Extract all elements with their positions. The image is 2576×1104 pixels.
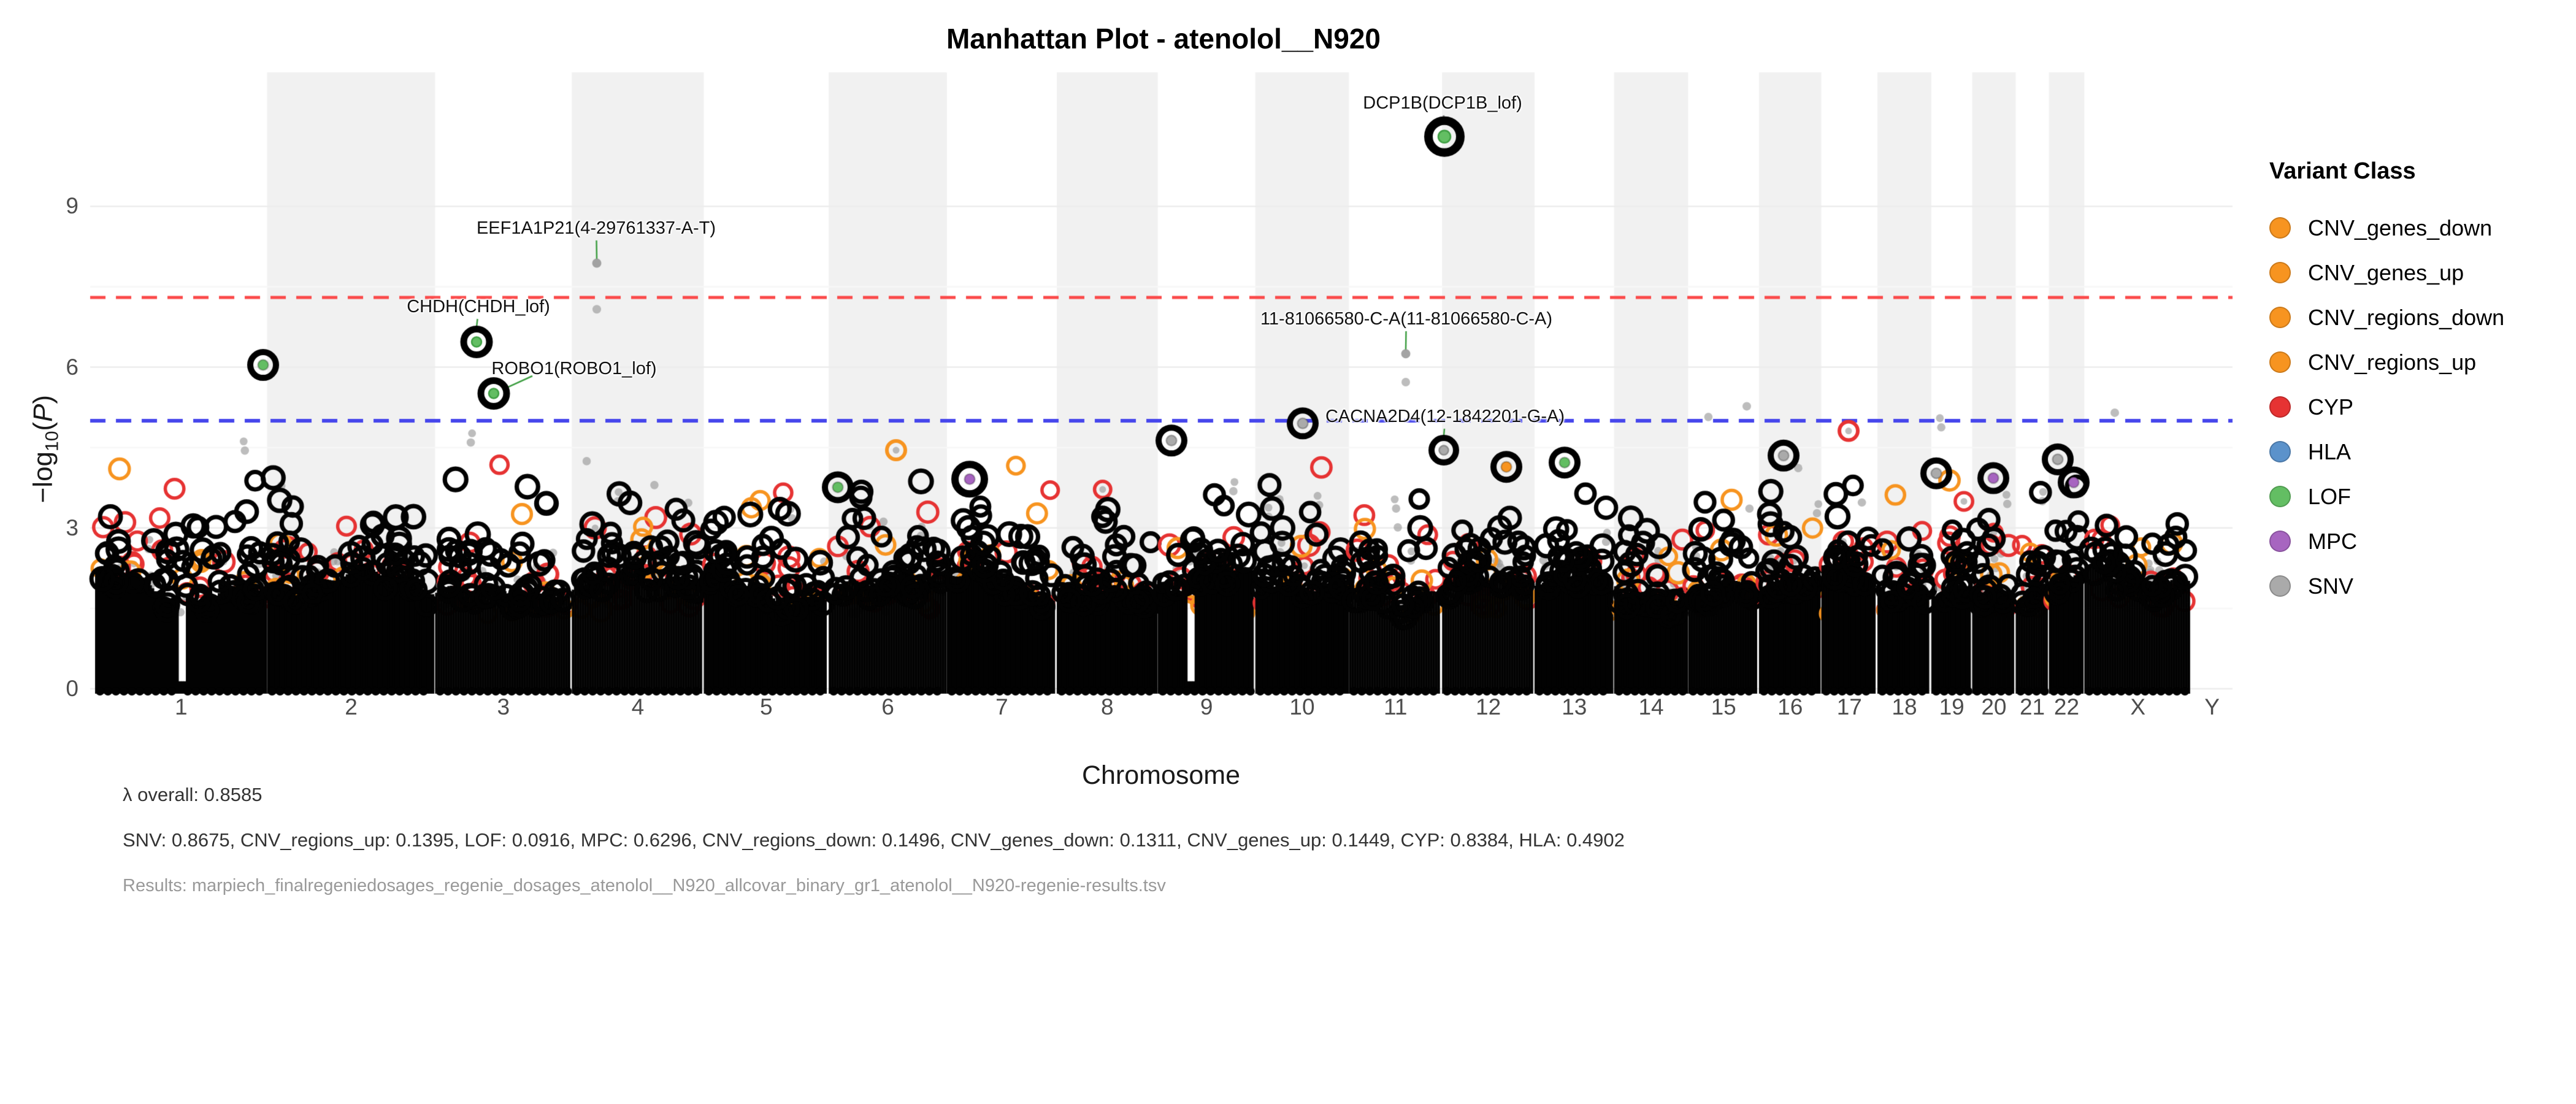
legend-item-CYP: CYP	[2269, 385, 2504, 429]
y-tick-label-6: 6	[66, 354, 79, 380]
legend-title: Variant Class	[2269, 158, 2416, 184]
annotation-label-CHDH(CHDH_lof): CHDH(CHDH_lof)	[407, 297, 550, 316]
y-tick-label-9: 9	[66, 193, 79, 219]
y-tick-label-3: 3	[66, 515, 79, 540]
x-axis-title: Chromosome	[1081, 761, 1241, 790]
legend-item-CNV_regions_down: CNV_regions_down	[2269, 295, 2504, 340]
legend-items: CNV_genes_down CNV_genes_up CNV_regions_do…	[2269, 205, 2504, 608]
legend-item-CNV_genes_down: CNV_genes_down	[2269, 205, 2504, 250]
legend-item-HLA: HLA	[2269, 429, 2504, 474]
x-tick-label-chrY: Y	[2204, 694, 2220, 719]
legend-item-MPC: MPC	[2269, 519, 2504, 564]
legend-swatch-icon-LOF	[2269, 486, 2291, 507]
x-tick-label-chr15: 15	[1711, 694, 1736, 719]
lambda-by-class-text: SNV: 0.8675, CNV_regions_up: 0.1395, LOF…	[123, 829, 1625, 851]
legend: Variant Class CNV_genes_down CNV_genes_up…	[2269, 158, 2504, 608]
annotation-label-CACNA2D4(12-1842201-G-A): CACNA2D4(12-1842201-G-A)	[1325, 407, 1565, 426]
annotation-label-ROBO1(ROBO1_lof): ROBO1(ROBO1_lof)	[491, 359, 657, 378]
x-tick-label-chr7: 7	[995, 694, 1008, 719]
legend-label: SNV	[2308, 573, 2354, 599]
legend-label: CNV_regions_up	[2308, 349, 2477, 375]
x-tick-label-chr2: 2	[345, 694, 358, 719]
legend-swatch-icon-CNV_regions_down	[2269, 307, 2291, 328]
annotation-label-11-81066580-C-A(11-81066580-C-A): 11-81066580-C-A(11-81066580-C-A)	[1260, 309, 1553, 329]
x-tick-label-chr21: 21	[2019, 694, 2045, 719]
legend-swatch-icon-CNV_regions_up	[2269, 351, 2291, 373]
x-tick-label-chr10: 10	[1289, 694, 1315, 719]
x-tick-label-chr20: 20	[1981, 694, 2007, 719]
x-tick-label-chr18: 18	[1892, 694, 1917, 719]
legend-item-LOF: LOF	[2269, 474, 2504, 519]
legend-swatch-icon-HLA	[2269, 441, 2291, 462]
legend-swatch-icon-CNV_genes_up	[2269, 262, 2291, 283]
x-tick-label-chr14: 14	[1638, 694, 1664, 719]
legend-swatch-icon-CYP	[2269, 396, 2291, 418]
x-tick-label-chr1: 1	[175, 694, 188, 719]
legend-label: MPC	[2308, 528, 2357, 554]
x-tick-label-chr16: 16	[1777, 694, 1803, 719]
x-tick-label-chr9: 9	[1200, 694, 1213, 719]
legend-swatch-icon-SNV	[2269, 575, 2291, 597]
x-tick-label-chr22: 22	[2053, 694, 2080, 719]
x-tick-label-chr4: 4	[631, 694, 645, 719]
x-tick-label-chrX: X	[2130, 694, 2146, 719]
legend-label: LOF	[2308, 483, 2352, 509]
chart-title: Manhattan Plot - atenolol__N920	[946, 23, 1381, 55]
annotation-label-DCP1B(DCP1B_lof): DCP1B(DCP1B_lof)	[1363, 93, 1522, 113]
x-tick-label-chr5: 5	[760, 694, 773, 719]
legend-item-CNV_regions_up: CNV_regions_up	[2269, 340, 2504, 385]
x-tick-label-chr13: 13	[1562, 694, 1587, 719]
y-tick-label-0: 0	[66, 676, 79, 701]
annotation-label-EEF1A1P21(4-29761337-A-T): EEF1A1P21(4-29761337-A-T)	[476, 218, 716, 238]
lambda-overall-text: λ overall: 0.8585	[123, 784, 263, 805]
results-file-text: Results: marpiech_finalregeniedosages_re…	[123, 876, 1166, 895]
x-tick-label-chr12: 12	[1476, 694, 1501, 719]
legend-item-CNV_genes_up: CNV_genes_up	[2269, 250, 2504, 295]
legend-label: CNV_genes_down	[2308, 215, 2493, 240]
legend-item-SNV: SNV	[2269, 564, 2504, 608]
legend-label: HLA	[2308, 439, 2352, 464]
legend-swatch-icon-MPC	[2269, 531, 2291, 552]
x-tick-label-chr3: 3	[497, 694, 510, 719]
y-axis-title-text: −log10(P)	[28, 394, 63, 504]
x-tick-label-chr17: 17	[1836, 694, 1862, 719]
x-tick-label-chr6: 6	[881, 694, 894, 719]
legend-swatch-icon-CNV_genes_down	[2269, 217, 2291, 239]
y-axis-title: −log10(P)	[28, 395, 63, 503]
legend-label: CNV_genes_up	[2308, 259, 2464, 285]
legend-label: CNV_regions_down	[2308, 304, 2505, 330]
x-tick-label-chr19: 19	[1939, 694, 1965, 719]
x-tick-label-chr8: 8	[1101, 694, 1114, 719]
x-tick-label-chr11: 11	[1384, 694, 1408, 719]
legend-label: CYP	[2308, 394, 2354, 420]
